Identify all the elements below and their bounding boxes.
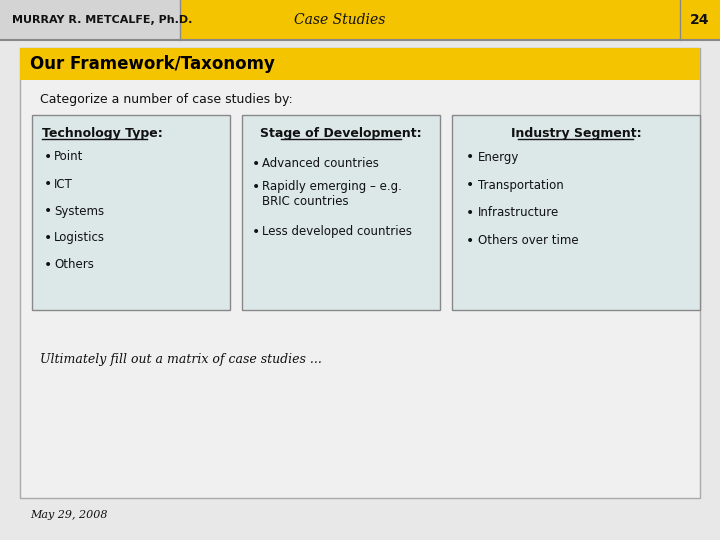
Text: Technology Type:: Technology Type: bbox=[42, 126, 163, 139]
Text: Infrastructure: Infrastructure bbox=[478, 206, 559, 219]
Text: ICT: ICT bbox=[54, 178, 73, 191]
FancyBboxPatch shape bbox=[242, 115, 440, 310]
FancyBboxPatch shape bbox=[180, 0, 680, 40]
Text: •: • bbox=[466, 150, 474, 164]
Text: Systems: Systems bbox=[54, 205, 104, 218]
Text: May 29, 2008: May 29, 2008 bbox=[30, 510, 107, 520]
FancyBboxPatch shape bbox=[20, 48, 700, 80]
Text: Advanced countries: Advanced countries bbox=[262, 157, 379, 170]
Text: Energy: Energy bbox=[478, 151, 519, 164]
Text: •: • bbox=[252, 225, 260, 239]
Text: Logistics: Logistics bbox=[54, 232, 105, 245]
Text: 24: 24 bbox=[690, 13, 710, 27]
Text: •: • bbox=[252, 157, 260, 171]
Text: Rapidly emerging – e.g.
BRIC countries: Rapidly emerging – e.g. BRIC countries bbox=[262, 180, 402, 208]
Text: •: • bbox=[44, 231, 53, 245]
Text: Stage of Development:: Stage of Development: bbox=[260, 126, 422, 139]
Text: •: • bbox=[466, 206, 474, 220]
FancyBboxPatch shape bbox=[0, 0, 180, 40]
FancyBboxPatch shape bbox=[32, 115, 230, 310]
Text: Categorize a number of case studies by:: Categorize a number of case studies by: bbox=[40, 93, 293, 106]
Text: •: • bbox=[44, 204, 53, 218]
FancyBboxPatch shape bbox=[452, 115, 700, 310]
Text: MURRAY R. METCALFE, Ph.D.: MURRAY R. METCALFE, Ph.D. bbox=[12, 15, 192, 25]
Text: •: • bbox=[44, 177, 53, 191]
Text: Others: Others bbox=[54, 259, 94, 272]
Text: Ultimately fill out a matrix of case studies ...: Ultimately fill out a matrix of case stu… bbox=[40, 354, 322, 367]
FancyBboxPatch shape bbox=[680, 0, 720, 40]
Text: •: • bbox=[44, 150, 53, 164]
Text: Transportation: Transportation bbox=[478, 179, 564, 192]
Text: Less developed countries: Less developed countries bbox=[262, 225, 412, 238]
Text: •: • bbox=[44, 258, 53, 272]
Text: Point: Point bbox=[54, 151, 84, 164]
Text: •: • bbox=[466, 234, 474, 248]
Text: Our Framework/Taxonomy: Our Framework/Taxonomy bbox=[30, 55, 275, 73]
Text: •: • bbox=[252, 180, 260, 194]
Text: •: • bbox=[466, 178, 474, 192]
Text: Case Studies: Case Studies bbox=[294, 13, 386, 27]
Text: Industry Segment:: Industry Segment: bbox=[510, 126, 642, 139]
FancyBboxPatch shape bbox=[20, 48, 700, 498]
Text: Others over time: Others over time bbox=[478, 234, 579, 247]
